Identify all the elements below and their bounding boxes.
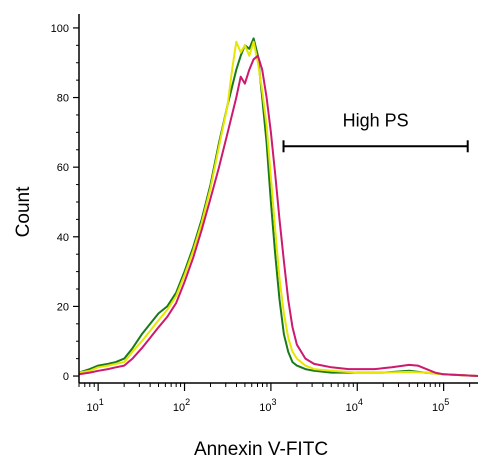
x-tick-label: 105	[432, 397, 449, 414]
x-tick-label: 103	[259, 397, 276, 414]
x-axis-label: Annexin V-FITC	[194, 439, 328, 460]
y-axis-ticks: 0 20 40 60 80 100	[51, 23, 79, 383]
high-ps-annotation: High PS	[282, 110, 469, 153]
x-tick-label: 102	[173, 397, 190, 414]
x-tick-label: 104	[346, 397, 363, 414]
histogram-series-1	[78, 37, 478, 377]
y-axis-label: Count	[13, 186, 34, 237]
y-tick-label: 40	[57, 232, 69, 244]
y-tick-label: 0	[63, 371, 69, 383]
histogram-curves	[78, 37, 478, 377]
y-tick-label: 20	[57, 301, 69, 313]
histogram-series-3	[78, 54, 478, 377]
high-ps-label: High PS	[343, 110, 409, 130]
y-tick-label: 60	[57, 162, 69, 174]
y-tick-label: 100	[51, 23, 69, 35]
x-tick-label: 101	[87, 397, 104, 414]
y-tick-label: 80	[57, 93, 69, 105]
histogram-series-2	[78, 40, 478, 377]
x-axis-ticks: 101 102 103 104 105	[78, 383, 471, 414]
